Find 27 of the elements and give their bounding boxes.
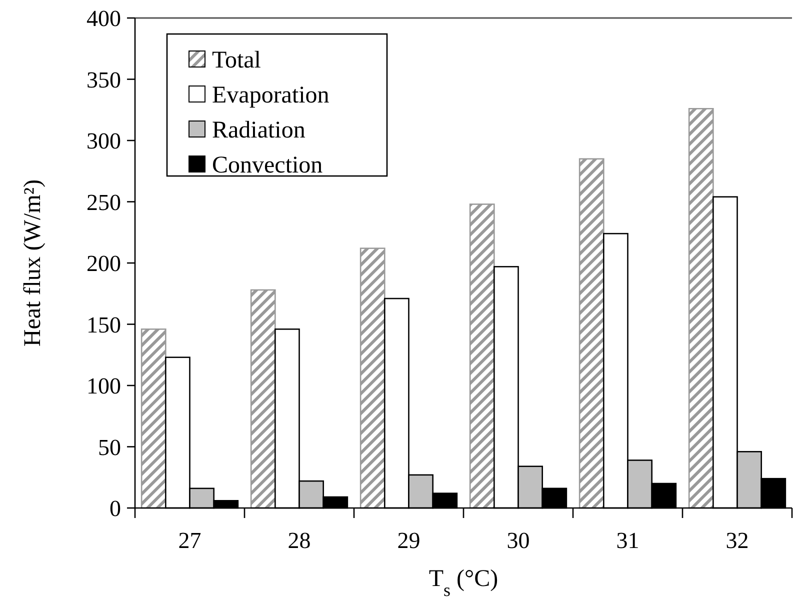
y-tick-label: 350	[86, 67, 121, 92]
bar	[469, 204, 495, 509]
y-axis-title: Heat flux (W/m²)	[20, 179, 46, 347]
bar	[578, 158, 604, 509]
y-tick-label: 400	[86, 6, 121, 32]
bar	[688, 108, 714, 509]
x-tick-label: 28	[288, 528, 311, 553]
y-tick-label: 150	[86, 312, 121, 338]
bar	[250, 289, 276, 509]
x-tick-label: 31	[616, 528, 640, 553]
x-axis-title: T$_{s}$ (°C)	[428, 566, 498, 600]
y-tick-label: 50	[98, 434, 121, 460]
y-tick-label: 250	[86, 190, 121, 215]
x-tick-label: 30	[506, 528, 530, 553]
x-tick-label: 32	[726, 528, 749, 553]
x-tick-label: 29	[397, 528, 420, 553]
legend-label: Total	[212, 47, 262, 74]
y-tick-label: 100	[86, 374, 121, 399]
y-tick-label: 200	[86, 251, 121, 276]
bar	[140, 328, 166, 509]
x-tick-label: 27	[178, 528, 202, 553]
legend-label: Convection	[212, 152, 323, 178]
legend-label: Evaporation	[212, 82, 330, 108]
legend-label: Radiation	[212, 117, 306, 144]
y-tick-label: 300	[86, 128, 121, 154]
y-tick-label: 0	[110, 496, 121, 522]
bar	[360, 248, 386, 509]
